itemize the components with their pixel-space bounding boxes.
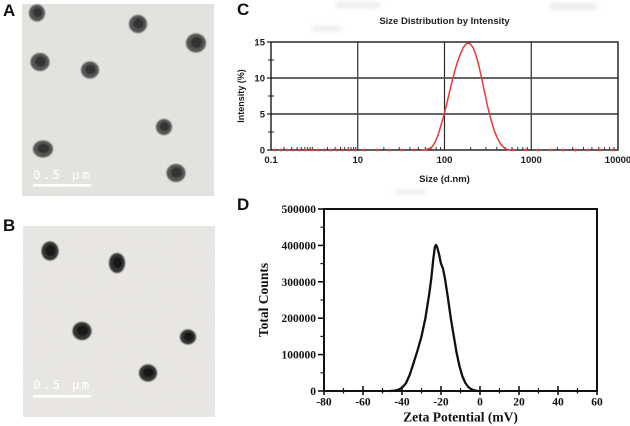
plot-border [323,208,598,392]
zero-intensity-dot [549,148,552,152]
artifact-smudge [550,3,598,10]
panel-a-label: A [3,1,16,20]
x-tick-label: 40 [552,397,564,409]
zero-intensity-dot [573,148,577,152]
zero-intensity-dot [412,148,416,152]
x-axis-label: Size (d.nm) [419,174,470,185]
x-tick-label: 10000 [605,155,630,166]
x-tick-label: 60 [591,397,603,409]
zero-intensity-dot [536,148,540,152]
x-axis-label: Zeta Potential (mV) [403,410,518,425]
x-tick-label: 0.1 [264,155,278,166]
y-tick-label: 500000 [282,204,317,216]
y-tick-label: 100000 [282,350,317,362]
y-tick-label: 10 [254,74,265,85]
panel-c-size-distribution-chart: C 0 5 10 15 0.1 10 100 1000 10000 Size Distributi… [230,0,630,190]
zero-intensity-dot [316,148,320,152]
x-tick-label: 1000 [521,155,542,166]
scale-bar-label: 0.5 μm [33,167,91,182]
x-tick-label: 10 [352,155,363,166]
zero-intensity-dot [511,148,515,152]
zero-intensity-dot [328,148,332,152]
panel-a-tem-image: A 0.5 μm [0,0,230,213]
zero-intensity-dot [400,148,404,152]
y-tick-label: 300000 [282,277,317,289]
zero-intensity-dot [273,148,276,152]
panel-b-label: B [3,216,16,235]
zero-intensity-dot [561,148,565,152]
x-tick-label: -20 [433,397,449,409]
zero-intensity-dot [388,148,391,152]
y-tick-label: 200000 [282,313,317,325]
scale-bar [33,395,91,398]
zero-intensity-dot [353,148,357,152]
zero-intensity-dot [341,148,344,152]
x-tick-label: 100 [437,155,453,166]
panel-b-tem-image: B 0.5 μm [0,213,230,426]
y-tick-label: 0 [260,146,265,157]
zero-intensity-dot [304,148,307,152]
zero-intensity-dot [611,148,614,152]
zero-intensity-dot [375,148,379,152]
chart-title: Size Distribution by Intensity [379,16,510,27]
y-tick-label: 15 [254,38,265,49]
tem-micrograph-b: 0.5 μm [23,226,215,417]
zero-intensity-dot [322,148,326,152]
zero-intensity-dot [291,148,295,152]
zero-intensity-dot [297,148,301,152]
zero-intensity-dot [347,148,351,152]
zero-intensity-dot [279,148,282,152]
tem-micrograph-a: 0.5 μm [22,4,214,196]
zero-intensity-dot [524,148,527,152]
zero-intensity-dot [335,148,338,152]
panel-d-label: D [237,195,250,214]
zero-intensity-dot [310,148,313,152]
x-tick-label: 0 [477,397,483,409]
zero-intensity-dot [598,148,602,152]
x-tick-label: -80 [316,397,332,409]
artifact-smudge [395,190,427,194]
y-tick-label: 400000 [282,240,317,252]
zero-intensity-dot [285,148,289,152]
zeta-potential-curve [389,243,482,393]
panel-c-label: C [237,0,250,19]
y-tick-label: 0 [310,386,316,398]
artifact-smudge [335,2,380,8]
tem-noise-overlay [23,226,215,417]
x-tick-label: -60 [355,397,371,409]
y-tick-label: 5 [260,110,266,121]
y-axis-label: Total Counts [256,263,271,337]
scale-bar-label: 0.5 μm [33,377,91,392]
intensity-curve [421,42,511,151]
panel-d-zeta-potential-chart: D -80 -60 -40 -20 0 20 40 60 0 100000 200000 300000… [230,190,630,426]
zeta-potential-chart: -80 -60 -40 -20 0 20 40 60 0 100000 200000 300000 40… [256,204,603,425]
zero-intensity-dot [586,148,589,152]
tem-noise-overlay [22,4,214,196]
x-tick-label: -40 [394,397,410,409]
zero-intensity-dot [363,148,366,152]
size-distribution-chart: 0 5 10 15 0.1 10 100 1000 10000 Size Distribution… [236,16,630,185]
artifact-smudge [312,26,342,31]
x-tick-label: 20 [513,397,525,409]
y-axis-label: Intensity (%) [236,69,246,123]
scale-bar [33,184,91,187]
